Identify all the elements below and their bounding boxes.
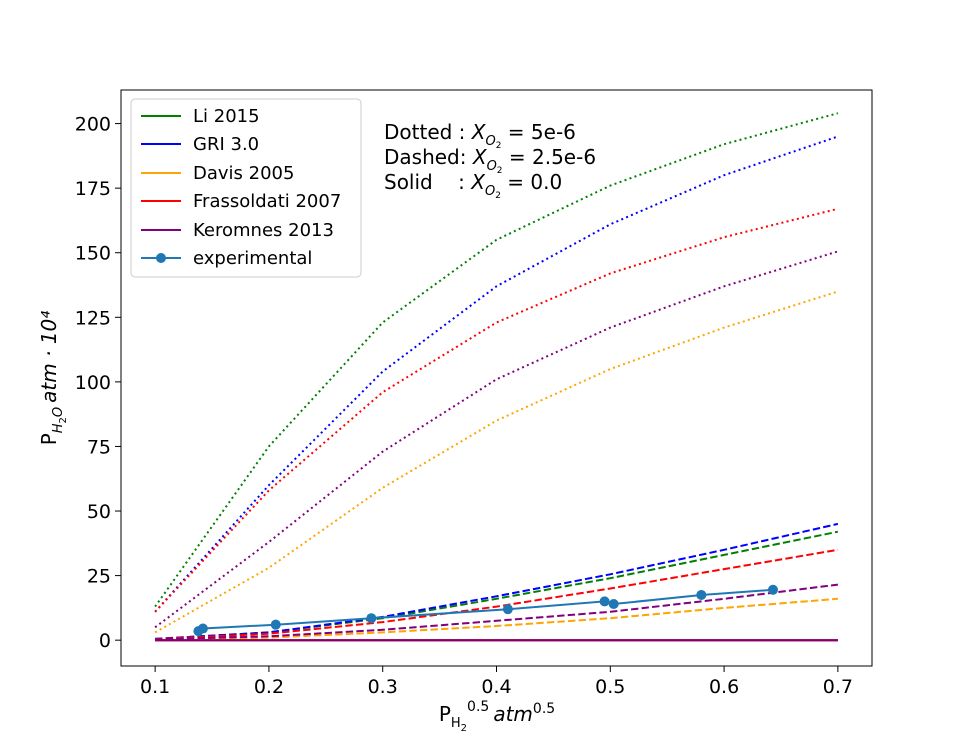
series-gri-3-0-dotted — [154, 135, 839, 613]
y-tick-label-7: 175 — [75, 178, 111, 200]
legend-marker-experimental — [156, 253, 166, 263]
x-tick-label-2: 0.3 — [368, 676, 398, 698]
y-tick-label-0: 0 — [99, 630, 111, 652]
experimental-point-6 — [608, 599, 619, 610]
x-tick-label-1: 0.2 — [254, 676, 284, 698]
x-tick-label-0: 0.1 — [140, 676, 170, 698]
y-tick-label-1: 25 — [87, 566, 111, 588]
series-davis-2005-dashed — [155, 597, 838, 641]
annotation-solid: Solid : XO2 = 0.0 — [384, 170, 562, 201]
legend-label-keromnes-2013: Keromnes 2013 — [193, 220, 334, 241]
legend-label-frassoldati-2007: Frassoldati 2007 — [193, 191, 341, 212]
experimental-point-4 — [502, 604, 513, 615]
legend-label-gri-3: GRI 3.0 — [193, 134, 259, 155]
experimental-point-3 — [366, 613, 377, 624]
y-tick-label-8: 200 — [75, 114, 111, 136]
x-axis-label: PH20.5 atm0.5 — [439, 699, 555, 734]
experimental-point-1 — [197, 623, 208, 634]
annotation-dotted: Dotted : XO2 = 5e-6 — [384, 120, 576, 151]
series-frassoldati-2007-dashed — [155, 548, 839, 641]
legend-label-davis-2005: Davis 2005 — [193, 163, 294, 184]
series-keromnes-2013-dashed — [155, 583, 839, 641]
series-davis-2005-dotted — [154, 290, 839, 634]
x-tick-label-4: 0.5 — [595, 676, 625, 698]
legend-label-li-2015: Li 2015 — [193, 106, 260, 127]
annotation-dashed: Dashed: XO2 = 2.5e-6 — [384, 145, 596, 176]
series-li-2015-dashed — [155, 530, 839, 640]
series-gri-3-0-dashed — [155, 522, 839, 640]
y-tick-label-5: 125 — [75, 307, 111, 329]
x-tick-label-6: 0.7 — [823, 676, 853, 698]
tick-layer: 0.1 0.2 0.3 0.4 0.5 0.6 0.7 0 25 50 75 100 125 150 175… — [75, 114, 853, 698]
y-tick-label-2: 50 — [87, 501, 111, 523]
experimental-point-5 — [599, 596, 610, 607]
experimental-point-7 — [696, 589, 707, 600]
y-axis-label: PH2Oatm · 10⁴ — [37, 311, 69, 446]
x-tick-label-3: 0.4 — [481, 676, 511, 698]
y-tick-label-4: 100 — [75, 372, 111, 394]
series-layer — [154, 112, 839, 642]
experimental-point-2 — [270, 619, 281, 630]
legend: Li 2015 GRI 3.0 Davis 2005 Frassoldati 2… — [130, 98, 362, 278]
y-tick-label-3: 75 — [87, 436, 111, 458]
x-tick-label-5: 0.6 — [709, 676, 739, 698]
y-tick-label-6: 150 — [75, 243, 111, 265]
annotation-block: Dotted : XO2 = 5e-6 Dashed: XO2 = 2.5e-6… — [384, 120, 596, 201]
experimental-point-8 — [768, 584, 779, 595]
legend-box — [130, 98, 362, 278]
series-li-2015-dotted — [154, 112, 839, 608]
series-keromnes-2013-dotted — [154, 250, 839, 629]
legend-label-experimental: experimental — [193, 248, 312, 269]
